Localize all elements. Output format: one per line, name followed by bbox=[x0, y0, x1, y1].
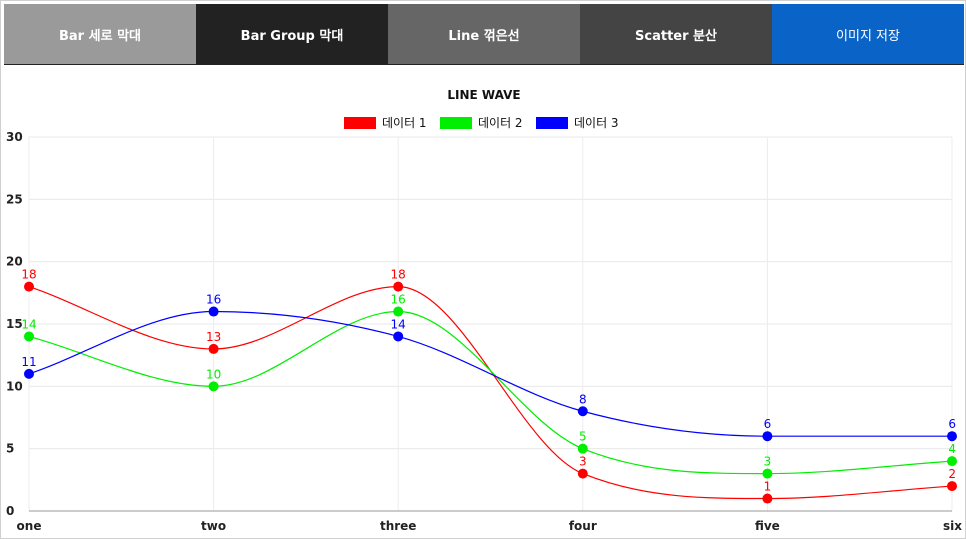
tab-scatter[interactable]: Scatter 분산 bbox=[580, 4, 772, 64]
data-point[interactable] bbox=[208, 306, 219, 317]
data-point[interactable] bbox=[208, 381, 219, 392]
tab-bar-vertical[interactable]: Bar 세로 막대 bbox=[4, 4, 196, 64]
data-label: 16 bbox=[206, 293, 221, 307]
data-label: 5 bbox=[579, 430, 587, 444]
data-point[interactable] bbox=[577, 406, 588, 417]
y-tick-label: 0 bbox=[6, 504, 14, 518]
chart-area: LINE WAVE 데이터 1 데이터 2 데이터 3 0 5 10 15 20 25 30 on… bbox=[4, 64, 964, 537]
series-line bbox=[28, 285, 953, 500]
data-label: 18 bbox=[21, 268, 36, 282]
tab-bar-group[interactable]: Bar Group 막대 bbox=[196, 4, 388, 64]
y-tick-label: 15 bbox=[6, 317, 23, 331]
data-point[interactable] bbox=[947, 481, 957, 492]
series-group: 18 13 18 3 1 2 bbox=[21, 268, 957, 504]
legend-label: 데이터 3 bbox=[574, 116, 619, 130]
legend-swatch bbox=[536, 117, 568, 129]
data-point[interactable] bbox=[24, 331, 34, 342]
data-label: 13 bbox=[206, 330, 221, 344]
y-tick-label: 5 bbox=[6, 442, 14, 456]
data-label: 3 bbox=[579, 455, 587, 469]
data-label: 6 bbox=[948, 417, 956, 431]
series-line bbox=[28, 310, 953, 475]
tab-line[interactable]: Line 꺾은선 bbox=[388, 4, 580, 64]
data-label: 16 bbox=[391, 293, 406, 307]
legend-item[interactable]: 데이터 2 bbox=[440, 116, 523, 130]
series-group: 14 10 16 5 3 4 bbox=[21, 293, 957, 479]
legend-item[interactable]: 데이터 3 bbox=[536, 116, 619, 130]
data-point[interactable] bbox=[24, 368, 34, 379]
data-label: 18 bbox=[391, 268, 406, 282]
chart-title: LINE WAVE bbox=[447, 88, 520, 102]
data-label: 8 bbox=[579, 392, 587, 406]
data-point[interactable] bbox=[762, 493, 773, 504]
data-point[interactable] bbox=[577, 443, 588, 454]
data-point[interactable] bbox=[208, 343, 219, 354]
x-tick-label: three bbox=[380, 519, 416, 533]
data-point[interactable] bbox=[947, 431, 957, 442]
legend-label: 데이터 1 bbox=[382, 116, 427, 130]
x-tick-label: four bbox=[569, 519, 597, 533]
x-tick-label: six bbox=[943, 519, 962, 533]
x-tick-label: five bbox=[755, 519, 780, 533]
chart-legend: 데이터 1 데이터 2 데이터 3 bbox=[344, 116, 619, 130]
data-point[interactable] bbox=[577, 468, 588, 479]
legend-label: 데이터 2 bbox=[478, 116, 523, 130]
data-point[interactable] bbox=[762, 431, 773, 442]
data-label: 6 bbox=[764, 417, 772, 431]
data-label: 14 bbox=[21, 317, 36, 331]
line-chart: LINE WAVE 데이터 1 데이터 2 데이터 3 051015202530on… bbox=[6, 88, 962, 533]
x-tick-label: one bbox=[17, 519, 42, 533]
data-label: 4 bbox=[948, 442, 956, 456]
y-tick-label: 30 bbox=[6, 130, 23, 144]
y-tick-label: 25 bbox=[6, 192, 23, 206]
y-tick-label: 20 bbox=[6, 255, 23, 269]
data-point[interactable] bbox=[393, 281, 404, 292]
data-label: 2 bbox=[948, 467, 956, 481]
data-point[interactable] bbox=[24, 281, 34, 292]
chart-series: 18 13 18 3 1 2 14 10 16 5 3 4 11 16 14 8 6 6 bbox=[21, 268, 957, 504]
data-label: 1 bbox=[764, 480, 772, 494]
legend-item[interactable]: 데이터 1 bbox=[344, 116, 427, 130]
x-tick-label: two bbox=[201, 519, 226, 533]
save-image-button[interactable]: 이미지 저장 bbox=[772, 4, 964, 64]
data-point[interactable] bbox=[947, 456, 957, 467]
series-line bbox=[28, 310, 952, 437]
series-group: 11 16 14 8 6 6 bbox=[21, 293, 957, 442]
chart-type-tabbar: Bar 세로 막대 Bar Group 막대 Line 꺾은선 Scatter … bbox=[4, 4, 964, 64]
data-label: 11 bbox=[21, 355, 36, 369]
data-point[interactable] bbox=[762, 468, 773, 479]
data-point[interactable] bbox=[393, 306, 404, 317]
y-tick-label: 10 bbox=[6, 379, 23, 393]
data-point[interactable] bbox=[393, 331, 404, 342]
data-label: 14 bbox=[391, 317, 406, 331]
data-label: 3 bbox=[764, 455, 772, 469]
data-label: 10 bbox=[206, 367, 221, 381]
legend-swatch bbox=[440, 117, 472, 129]
legend-swatch bbox=[344, 117, 376, 129]
chart-grid bbox=[28, 136, 953, 512]
